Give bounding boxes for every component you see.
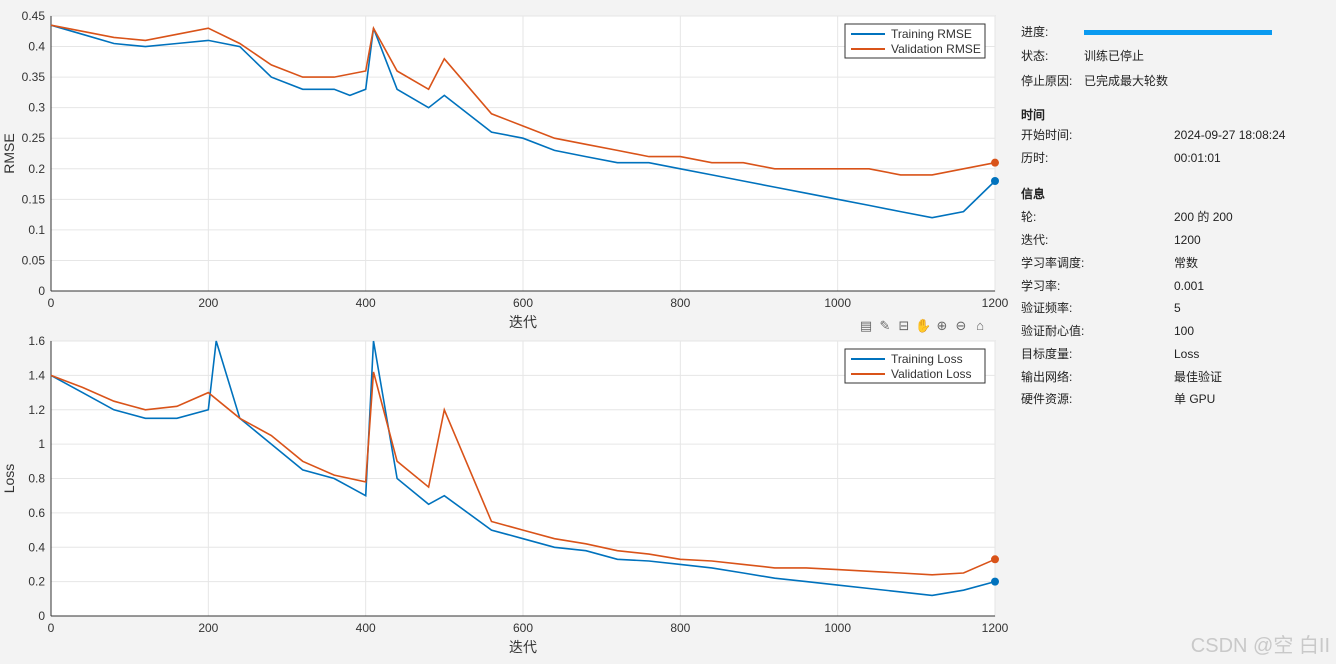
x-tick-label: 800 xyxy=(670,621,690,635)
elapsed-label: 历时: xyxy=(1021,151,1049,165)
y-tick-label: 0.25 xyxy=(22,131,46,145)
start-time-value: 2024-09-27 18:08:24 xyxy=(1174,128,1286,142)
y-tick-label: 0 xyxy=(38,284,45,298)
x-tick-label: 0 xyxy=(48,296,55,310)
x-axis-label: 迭代 xyxy=(509,314,537,330)
epoch-label: 轮: xyxy=(1021,210,1037,224)
progress-label: 进度: xyxy=(1021,25,1049,39)
epoch-value: 200 的 200 xyxy=(1174,210,1233,224)
x-tick-label: 1200 xyxy=(982,296,1009,310)
training-info-panel: 进度: 状态: 训练已停止 停止原因: 已完成最大轮数 时间 开始时间: 202… xyxy=(1014,0,1336,664)
x-tick-label: 400 xyxy=(356,296,376,310)
y-tick-label: 1.4 xyxy=(28,368,45,382)
output-net-value: 最佳验证 xyxy=(1174,370,1223,384)
y-tick-label: 0.05 xyxy=(22,253,46,267)
y-tick-label: 1.6 xyxy=(28,334,45,348)
iteration-value: 1200 xyxy=(1174,233,1201,247)
watermark: CSDN @空 白II xyxy=(1190,635,1330,657)
legend-label-1: Validation RMSE xyxy=(891,42,981,56)
start-time-label: 开始时间: xyxy=(1021,128,1073,142)
y-axis-label: RMSE xyxy=(1,133,17,173)
val-patience-label: 验证耐心值: xyxy=(1021,324,1085,338)
datatip-icon[interactable]: ⊟ xyxy=(898,318,910,333)
x-tick-label: 0 xyxy=(48,621,55,635)
series-end-marker-1 xyxy=(991,158,999,167)
x-tick-label: 1000 xyxy=(824,621,851,635)
legend-box xyxy=(844,23,986,59)
series-end-marker-0 xyxy=(991,577,999,586)
y-tick-label: 0.6 xyxy=(28,506,45,520)
y-axis-label: Loss xyxy=(1,464,17,494)
info-header: 信息 xyxy=(1021,187,1046,201)
y-tick-label: 1 xyxy=(38,437,45,451)
x-tick-label: 200 xyxy=(198,621,218,635)
objective-metric-label: 目标度量: xyxy=(1021,347,1073,361)
series-line-0 xyxy=(50,24,996,219)
zoom-in-icon[interactable]: ⊕ xyxy=(936,318,948,333)
hardware-value: 单 GPU xyxy=(1174,392,1216,406)
y-tick-label: 0.45 xyxy=(22,9,46,23)
lr-schedule-value: 常数 xyxy=(1174,256,1199,270)
lr-value: 0.001 xyxy=(1174,279,1205,293)
y-tick-label: 0.3 xyxy=(28,101,45,115)
stop-reason-value: 已完成最大轮数 xyxy=(1084,74,1169,88)
chart-0: 0 0.05 0.1 0.15 0.2 0.25 0.3 0.35 0.4 0.45 0 200 400… xyxy=(1,9,1009,330)
legend-label-0: Training RMSE xyxy=(891,27,972,41)
elapsed-value: 00:01:01 xyxy=(1174,151,1221,165)
stop-reason-label: 停止原因: xyxy=(1021,74,1073,88)
y-tick-label: 1.2 xyxy=(28,403,45,417)
legend-label-0: Training Loss xyxy=(891,352,963,366)
home-icon[interactable]: ⌂ xyxy=(976,318,984,333)
brush-icon[interactable]: ✎ xyxy=(879,318,891,333)
y-tick-label: 0.2 xyxy=(28,162,45,176)
y-tick-label: 0.4 xyxy=(28,540,45,554)
x-axis-label: 迭代 xyxy=(509,639,537,655)
series-end-marker-0 xyxy=(991,177,999,185)
axes-toolbar: ▤ ✎ ⊟ ✋ ⊕ ⊖ ⌂ xyxy=(858,318,988,336)
legend-label-1: Validation Loss xyxy=(891,367,972,381)
x-tick-label: 400 xyxy=(356,621,376,635)
pan-icon[interactable]: ✋ xyxy=(915,318,932,333)
series-line-1 xyxy=(50,371,996,576)
x-tick-label: 1000 xyxy=(824,296,851,310)
iteration-label: 迭代: xyxy=(1021,233,1049,247)
y-tick-label: 0.2 xyxy=(28,575,45,589)
hardware-label: 硬件资源: xyxy=(1021,392,1073,406)
x-tick-label: 600 xyxy=(513,621,533,635)
x-tick-label: 1200 xyxy=(982,621,1009,635)
chart-1: 0 0.2 0.4 0.6 0.8 1 1.2 1.4 1.6 0 200 400 600 800 1000… xyxy=(1,334,1009,655)
output-net-label: 输出网络: xyxy=(1021,370,1073,384)
x-tick-label: 200 xyxy=(198,296,218,310)
series-end-marker-1 xyxy=(991,555,999,564)
y-tick-label: 0.4 xyxy=(28,40,45,54)
val-freq-label: 验证频率: xyxy=(1021,301,1073,315)
export-icon[interactable]: ▤ xyxy=(859,318,873,333)
objective-metric-value: Loss xyxy=(1174,347,1200,361)
y-tick-label: 0.1 xyxy=(28,223,45,237)
x-tick-label: 800 xyxy=(670,296,690,310)
training-progress-plots: 0 0.05 0.1 0.15 0.2 0.25 0.3 0.35 0.4 0.45 0 200 400… xyxy=(1,9,1009,655)
time-header: 时间 xyxy=(1021,108,1046,122)
y-tick-label: 0.35 xyxy=(22,70,46,84)
y-tick-label: 0.8 xyxy=(28,472,45,486)
status-value: 训练已停止 xyxy=(1084,49,1145,63)
y-tick-label: 0 xyxy=(38,609,45,623)
val-freq-value: 5 xyxy=(1174,301,1181,315)
legend-box xyxy=(844,348,986,384)
x-tick-label: 600 xyxy=(513,296,533,310)
lr-schedule-label: 学习率调度: xyxy=(1021,256,1085,270)
lr-label: 学习率: xyxy=(1021,279,1061,293)
zoom-out-icon[interactable]: ⊖ xyxy=(955,318,967,333)
series-line-0 xyxy=(50,340,996,597)
status-label: 状态: xyxy=(1021,49,1049,63)
progress-bar xyxy=(1084,30,1272,35)
val-patience-value: 100 xyxy=(1174,324,1195,338)
series-line-1 xyxy=(50,24,996,176)
y-tick-label: 0.15 xyxy=(22,192,46,206)
